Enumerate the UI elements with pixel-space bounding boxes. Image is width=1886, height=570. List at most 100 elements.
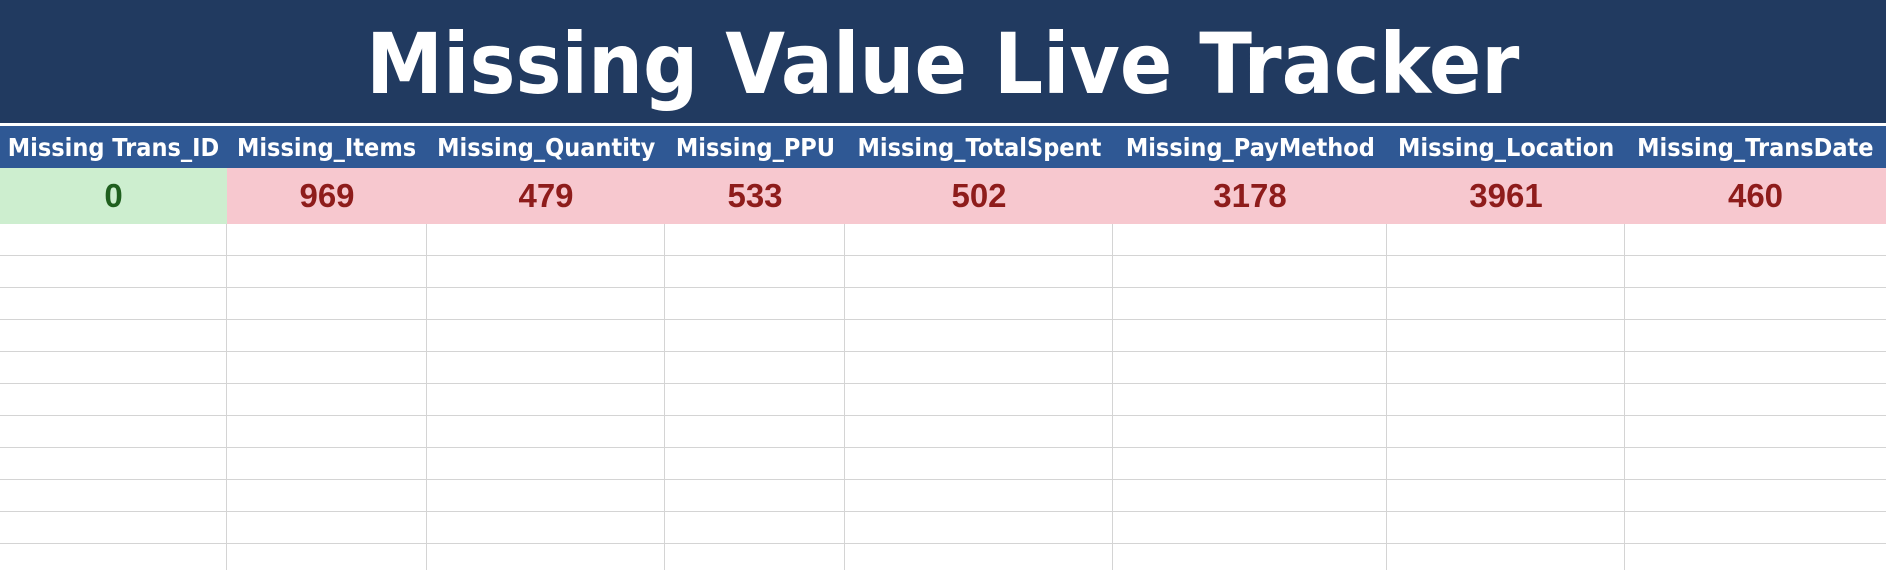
header-cell-transdate[interactable]: Missing_TransDate [1625,126,1886,168]
empty-cell[interactable] [1387,320,1625,351]
empty-cell[interactable] [845,416,1113,447]
value-cell-items[interactable]: 969 [227,168,427,224]
empty-cell[interactable] [845,448,1113,479]
empty-cell[interactable] [1387,448,1625,479]
empty-cell[interactable] [665,352,845,383]
empty-cell[interactable] [665,288,845,319]
empty-cell[interactable] [1387,224,1625,255]
empty-cell[interactable] [427,544,665,570]
value-cell-transdate[interactable]: 460 [1625,168,1886,224]
value-cell-ppu[interactable]: 533 [665,168,845,224]
empty-cell[interactable] [427,480,665,511]
empty-cell[interactable] [845,384,1113,415]
empty-cell[interactable] [0,320,227,351]
empty-cell[interactable] [0,544,227,570]
empty-cell[interactable] [227,384,427,415]
empty-cell[interactable] [1387,256,1625,287]
empty-cell[interactable] [1113,448,1387,479]
empty-cell[interactable] [227,512,427,543]
empty-cell[interactable] [427,416,665,447]
empty-cell[interactable] [227,224,427,255]
empty-cell[interactable] [227,256,427,287]
empty-cell[interactable] [665,320,845,351]
empty-cell[interactable] [1113,512,1387,543]
empty-cell[interactable] [0,288,227,319]
value-cell-location[interactable]: 3961 [1387,168,1625,224]
empty-cell[interactable] [1113,480,1387,511]
empty-cell[interactable] [427,448,665,479]
empty-cell[interactable] [845,544,1113,570]
empty-cell[interactable] [1113,544,1387,570]
empty-cell[interactable] [1387,512,1625,543]
header-cell-totalspent[interactable]: Missing_TotalSpent [845,126,1113,168]
empty-cell[interactable] [227,320,427,351]
empty-cell[interactable] [427,512,665,543]
empty-cell[interactable] [665,480,845,511]
empty-cell[interactable] [1625,480,1886,511]
empty-cell[interactable] [665,512,845,543]
empty-cell[interactable] [1113,384,1387,415]
empty-cell[interactable] [1387,480,1625,511]
empty-cell[interactable] [0,512,227,543]
empty-cell[interactable] [0,448,227,479]
header-cell-location[interactable]: Missing_Location [1387,126,1625,168]
empty-cell[interactable] [845,320,1113,351]
empty-cell[interactable] [665,416,845,447]
value-cell-paymethod[interactable]: 3178 [1113,168,1387,224]
empty-cell[interactable] [1625,224,1886,255]
empty-cell[interactable] [665,224,845,255]
value-cell-totalspent[interactable]: 502 [845,168,1113,224]
empty-cell[interactable] [427,224,665,255]
header-cell-trans-id[interactable]: Missing Trans_ID [0,126,227,168]
empty-cell[interactable] [665,256,845,287]
empty-cell[interactable] [0,480,227,511]
header-cell-items[interactable]: Missing_Items [227,126,427,168]
empty-cell[interactable] [1387,384,1625,415]
empty-cell[interactable] [0,416,227,447]
empty-cell[interactable] [665,544,845,570]
empty-cell[interactable] [1113,288,1387,319]
header-cell-quantity[interactable]: Missing_Quantity [427,126,665,168]
empty-cell[interactable] [1113,256,1387,287]
empty-cell[interactable] [0,384,227,415]
empty-cell[interactable] [427,256,665,287]
header-cell-paymethod[interactable]: Missing_PayMethod [1113,126,1387,168]
empty-cell[interactable] [1113,416,1387,447]
empty-cell[interactable] [665,448,845,479]
empty-cell[interactable] [845,288,1113,319]
value-cell-quantity[interactable]: 479 [427,168,665,224]
empty-cell[interactable] [0,256,227,287]
empty-cell[interactable] [1625,448,1886,479]
empty-cell[interactable] [427,352,665,383]
empty-cell[interactable] [1387,416,1625,447]
empty-cell[interactable] [227,288,427,319]
empty-cell[interactable] [227,544,427,570]
empty-cell[interactable] [845,256,1113,287]
empty-cell[interactable] [1625,416,1886,447]
empty-cell[interactable] [1387,352,1625,383]
empty-cell[interactable] [0,352,227,383]
empty-cell[interactable] [0,224,227,255]
value-cell-trans-id[interactable]: 0 [0,168,227,224]
empty-cell[interactable] [1387,288,1625,319]
empty-cell[interactable] [227,416,427,447]
empty-cell[interactable] [845,224,1113,255]
empty-cell[interactable] [227,448,427,479]
empty-cell[interactable] [1113,320,1387,351]
empty-cell[interactable] [845,352,1113,383]
empty-cell[interactable] [1387,544,1625,570]
header-cell-ppu[interactable]: Missing_PPU [665,126,845,168]
empty-cell[interactable] [1625,512,1886,543]
empty-cell[interactable] [1625,320,1886,351]
empty-cell[interactable] [427,288,665,319]
empty-cell[interactable] [1113,224,1387,255]
empty-cell[interactable] [845,480,1113,511]
empty-cell[interactable] [665,384,845,415]
empty-cell[interactable] [427,384,665,415]
empty-cell[interactable] [227,352,427,383]
empty-cell[interactable] [1113,352,1387,383]
empty-cell[interactable] [845,512,1113,543]
empty-cell[interactable] [1625,384,1886,415]
empty-cell[interactable] [1625,544,1886,570]
empty-cell[interactable] [1625,288,1886,319]
